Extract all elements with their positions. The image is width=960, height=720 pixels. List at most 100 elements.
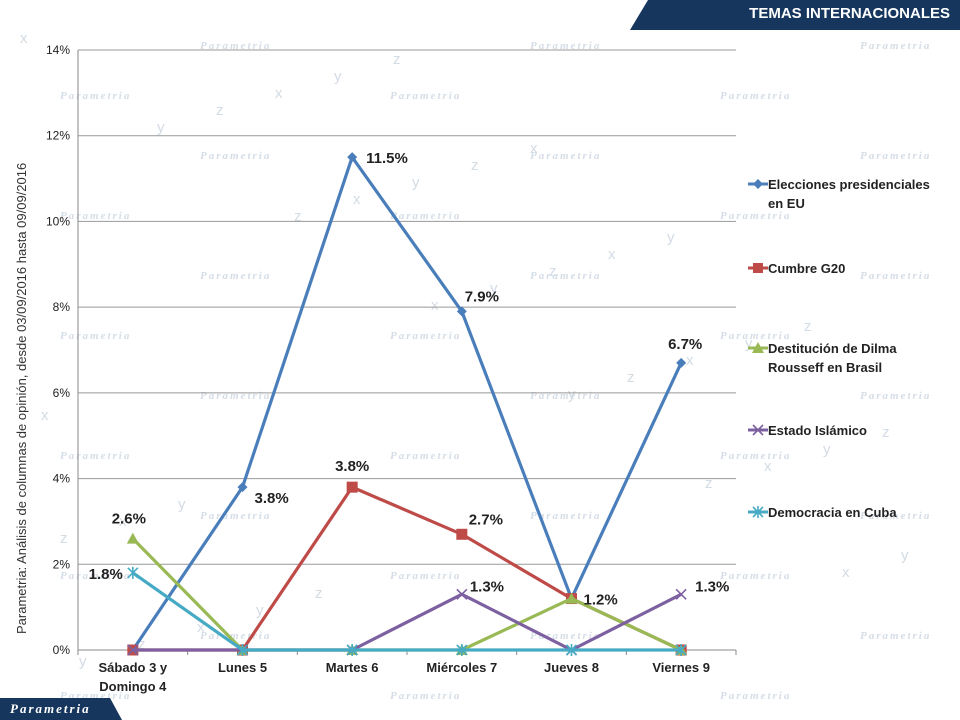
watermark-text: Parametria: [720, 90, 792, 102]
watermark-glyph: x: [119, 513, 127, 530]
legend-marker: [753, 179, 763, 189]
watermark-glyph: x: [41, 407, 49, 424]
watermark-glyph: z: [705, 475, 713, 492]
watermark-text: Parametria: [390, 690, 462, 702]
data-label: 6.7%: [668, 336, 702, 353]
data-point: [565, 592, 578, 604]
data-label: 1.2%: [584, 592, 618, 609]
data-point: [127, 644, 139, 656]
watermark-glyph: y: [178, 496, 186, 513]
data-point: [565, 644, 578, 656]
watermark-text: Parametria: [720, 450, 792, 462]
watermark-text: Parametria: [720, 690, 792, 702]
data-point: [127, 566, 139, 579]
legend-swatch: [748, 506, 768, 518]
series-line: [132, 592, 682, 652]
watermark-glyph: x: [275, 85, 283, 102]
watermark-text: Parametria: [200, 270, 272, 282]
legend-marker: [752, 424, 764, 436]
watermark-glyph: y: [901, 547, 909, 564]
series-line: [131, 571, 682, 652]
series-line: [131, 155, 683, 651]
watermark-glyph: y: [334, 68, 342, 85]
data-point: [346, 481, 358, 493]
watermark-text: Parametria: [530, 40, 602, 52]
watermark-text: Parametria: [530, 510, 602, 522]
data-point: [456, 306, 467, 317]
data-label: 2.7%: [469, 511, 503, 528]
watermark-glyph: y: [667, 229, 675, 246]
watermark-text: Parametria: [390, 90, 462, 102]
x-tick-label: Sábado 3 y: [99, 660, 168, 675]
watermark-text: Parametria: [860, 150, 932, 162]
legend-swatch: [748, 342, 768, 353]
watermark-glyph: y: [823, 441, 831, 458]
watermark-glyph: x: [431, 297, 439, 314]
watermark-glyph: z: [393, 51, 401, 68]
watermark-glyph: y: [157, 119, 165, 136]
watermark-glyph: x: [20, 30, 28, 47]
watermark-glyph: z: [549, 263, 557, 280]
y-tick-label: 0%: [53, 643, 71, 657]
y-tick-label: 2%: [53, 557, 71, 571]
header-banner: [630, 0, 960, 30]
watermark-text: Parametria: [200, 510, 272, 522]
y-tick-label: 10%: [46, 214, 70, 228]
watermark-glyph: z: [471, 157, 479, 174]
data-label: 3.8%: [255, 490, 289, 507]
x-tick-label: Domingo 4: [99, 679, 167, 694]
watermark-text: Parametria: [720, 210, 792, 222]
data-point: [126, 532, 139, 544]
watermark-text: Parametria: [390, 450, 462, 462]
data-label: 1.3%: [695, 578, 729, 595]
watermark-glyph: y: [745, 335, 753, 352]
watermark-text: Parametria: [860, 270, 932, 282]
watermark-glyph: x: [686, 352, 694, 369]
legend-label-line: Democracia en Cuba: [768, 505, 897, 520]
data-label: 1.3%: [470, 578, 504, 595]
watermark-text: Parametria: [60, 570, 132, 582]
footer-logo: Parametria: [10, 701, 91, 716]
data-point: [456, 528, 468, 540]
legend-label-line: Cumbre G20: [768, 261, 846, 276]
y-tick-label: 6%: [53, 386, 71, 400]
legend-label: Estado Islámico: [768, 421, 948, 440]
legend-label-line: en EU: [768, 196, 805, 211]
watermark-text: Parametria: [720, 330, 792, 342]
y-tick-label: 8%: [53, 300, 71, 314]
series-line: [132, 485, 682, 652]
data-point: [676, 357, 687, 368]
data-point: [675, 644, 687, 656]
legend-label: Destitución de Dilma Rousseff en Brasil: [768, 339, 948, 377]
x-tick-label: Martes 6: [326, 660, 379, 675]
watermark-text: Parametria: [860, 630, 932, 642]
watermark-glyph: z: [216, 102, 224, 119]
data-point: [346, 644, 358, 656]
watermark-text: Parametria: [530, 270, 602, 282]
x-tick-label: Jueves 8: [544, 660, 599, 675]
legend-label: Cumbre G20: [768, 259, 948, 278]
legend-label-line: Rousseff en Brasil: [768, 360, 883, 375]
page-title: TEMAS INTERNACIONALES: [749, 5, 950, 22]
watermark-glyph: x: [608, 246, 616, 263]
watermark-glyph: z: [294, 208, 302, 225]
watermark-glyph: z: [315, 585, 323, 602]
x-tick-label: Viernes 9: [652, 660, 710, 675]
watermark-glyph: x: [197, 619, 205, 636]
watermark-text: Parametria: [860, 40, 932, 52]
watermark-glyph: z: [138, 636, 146, 653]
legend-swatch: [748, 424, 768, 436]
y-tick-label: 14%: [46, 43, 70, 57]
watermark-glyph: y: [568, 386, 576, 403]
data-point: [675, 588, 687, 600]
legend-label: Democracia en Cuba: [768, 503, 948, 522]
data-point: [347, 152, 358, 163]
watermark-glyph: z: [882, 424, 890, 441]
watermark-glyph: y: [256, 602, 264, 619]
footer-banner: [0, 698, 122, 720]
data-label: 3.8%: [335, 458, 369, 475]
y-tick-label: 12%: [46, 129, 70, 143]
watermark-glyph: z: [804, 318, 812, 335]
legend-label-line: Estado Islámico: [768, 423, 867, 438]
data-point: [236, 644, 249, 656]
